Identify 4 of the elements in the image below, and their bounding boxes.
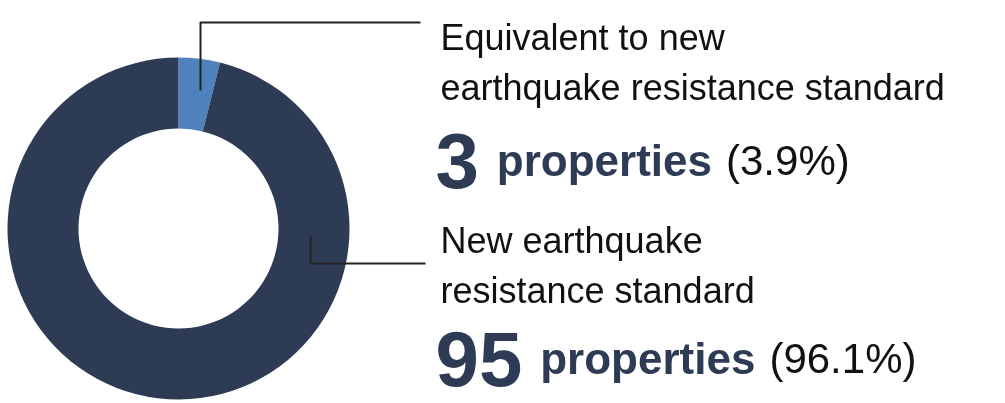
slice-label: New earthquake resistance standard [440,220,755,311]
slice-label: Equivalent to new earthquake resistance standard [440,17,945,108]
data-label: 3 properties (3.9%) [435,116,850,205]
data-label: 95 properties (96.1%) [435,314,917,403]
